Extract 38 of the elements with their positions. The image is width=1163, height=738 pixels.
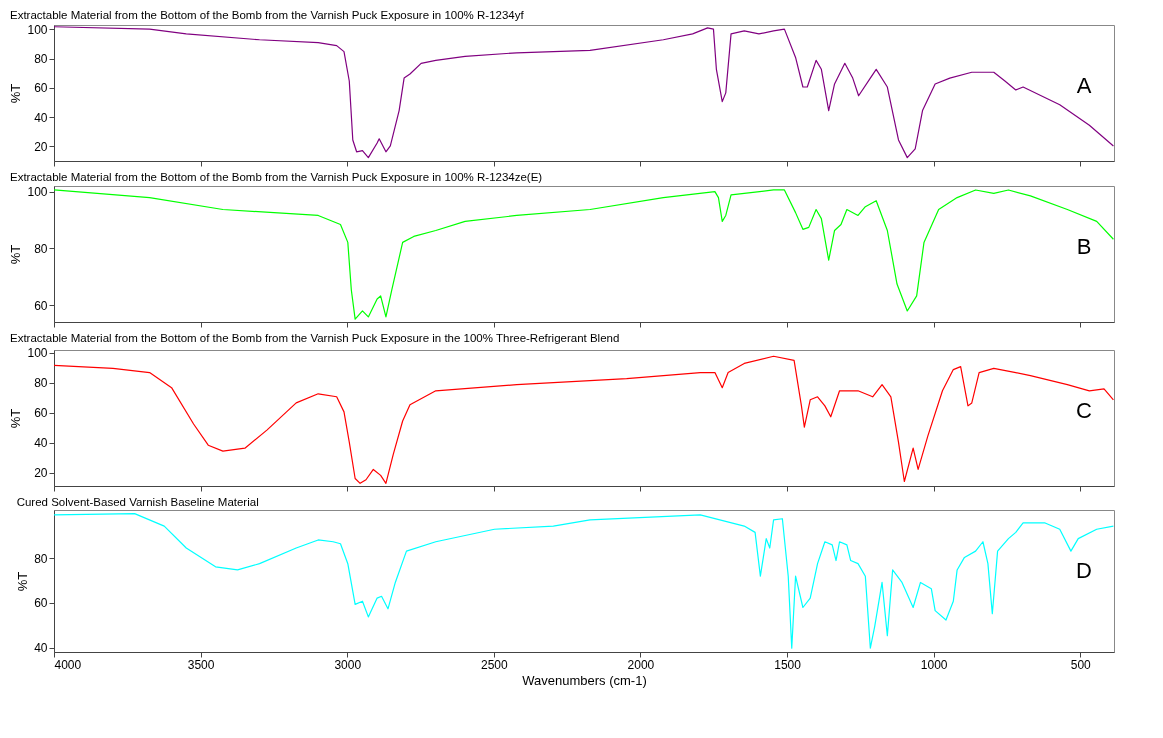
x-tick-label: 1500: [774, 657, 802, 672]
y-axis-title: %T: [15, 571, 31, 592]
chart-title: Cured Solvent-Based Varnish Baseline Material: [16, 495, 259, 508]
y-tick-label: 100: [27, 22, 48, 37]
line-series: [54, 512, 1114, 649]
x-tick-label: 2000: [627, 657, 655, 672]
y-tick-label: 20: [34, 139, 48, 154]
y-tick-label: 80: [34, 241, 48, 256]
y-tick-label: 40: [34, 641, 48, 656]
chart-title: Extractable Material from the Bottom of the Bomb from the Varnish Puck Exposure in the 100% Three-Refrigerant Blend: [9, 332, 620, 345]
y-axis-title: %T: [8, 244, 24, 265]
chart-title: Extractable Material from the Bottom of the Bomb from the Varnish Puck Exposure in 100% R-1234ze(E): [9, 171, 543, 184]
x-axis-title: Wavenumbers (cm-1): [522, 672, 647, 688]
chart-title: Extractable Material from the Bottom of the Bomb from the Varnish Puck Exposure in 100% R-1234yf: [9, 8, 525, 21]
x-tick-label: 500: [1070, 657, 1092, 672]
y-tick-label: 60: [34, 406, 48, 421]
annotation: B: [1076, 234, 1092, 260]
x-tick-label: 3000: [334, 657, 362, 672]
y-tick-label: 100: [27, 346, 48, 361]
y-axis-title: %T: [8, 83, 24, 104]
y-tick-label: 60: [34, 596, 48, 611]
x-tick-label: 4000: [54, 657, 82, 672]
y-tick-label: 60: [34, 298, 48, 313]
y-tick-label: 80: [34, 52, 48, 67]
annotation: D: [1076, 558, 1092, 584]
y-tick-label: 80: [34, 551, 48, 566]
x-tick-label: 3500: [187, 657, 215, 672]
x-tick-label: 2500: [480, 657, 508, 672]
x-tick-label: 1000: [920, 657, 948, 672]
y-tick-label: 40: [34, 110, 48, 125]
y-tick-label: 20: [34, 466, 48, 481]
y-tick-label: 80: [34, 376, 48, 391]
y-tick-label: 40: [34, 436, 48, 451]
y-tick-label: 100: [27, 185, 48, 200]
annotation: A: [1076, 73, 1092, 99]
annotation: C: [1076, 398, 1093, 424]
y-axis-title: %T: [8, 408, 24, 429]
y-tick-label: 60: [34, 81, 48, 96]
